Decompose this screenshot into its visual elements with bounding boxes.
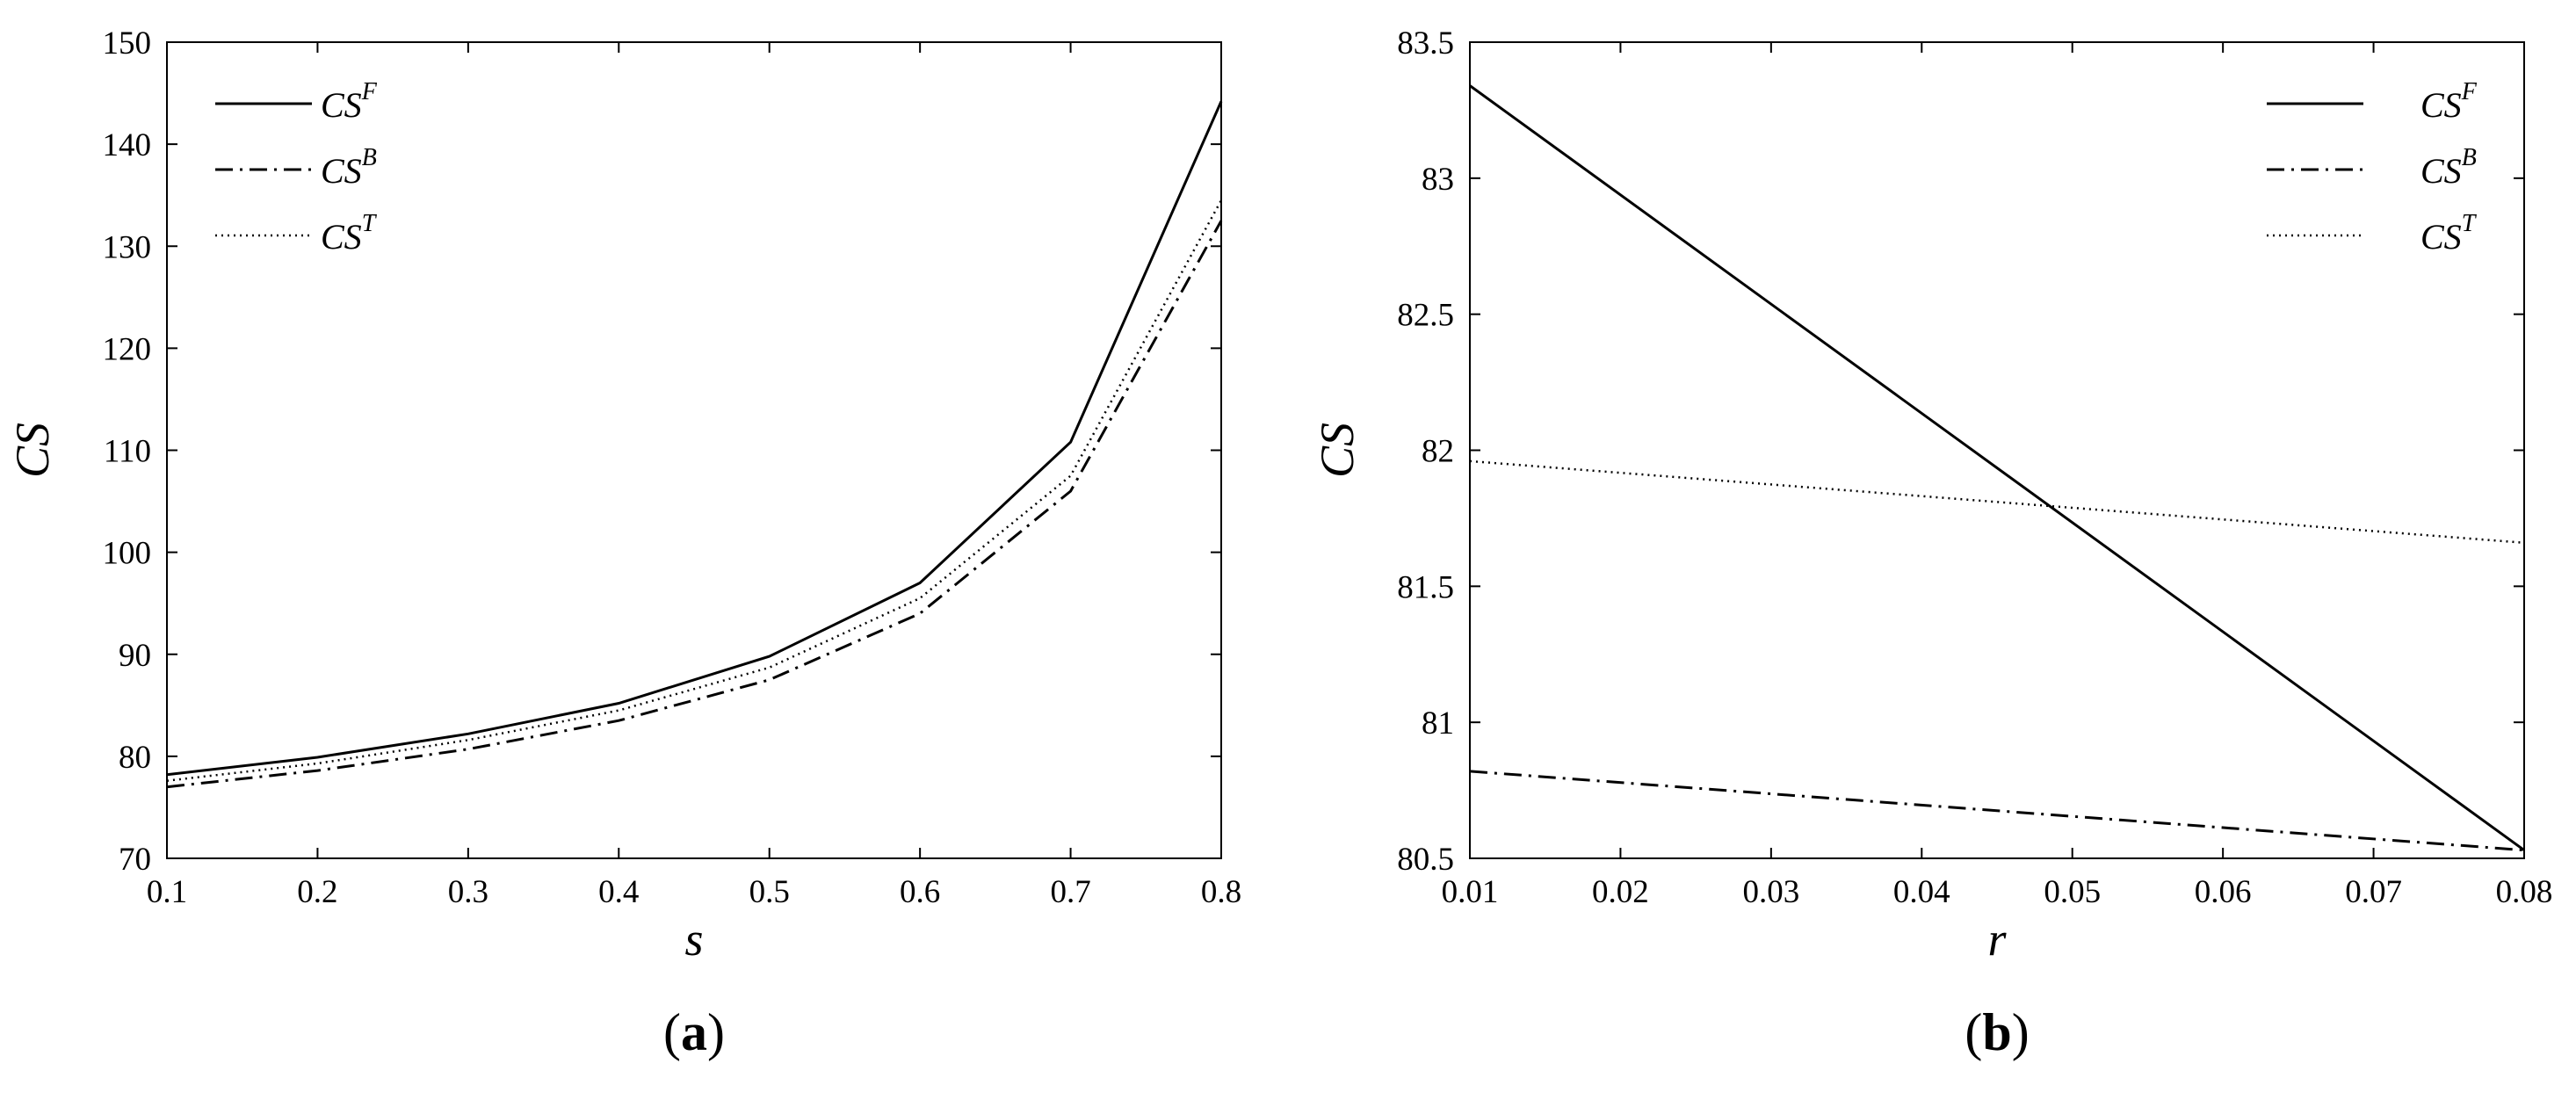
- y-tick-label: 90: [119, 638, 151, 674]
- x-axis-label: s: [684, 913, 703, 966]
- x-tick-label: 0.4: [598, 874, 639, 910]
- series-line-f: [1469, 84, 2525, 851]
- x-tick-label: 0.3: [448, 874, 488, 910]
- x-tick-label: 0.06: [2195, 874, 2252, 910]
- series-line-b: [166, 220, 1223, 789]
- series-line-t: [1469, 459, 2525, 545]
- y-tick-label: 110: [104, 434, 151, 470]
- legend-label-b: CSB: [2420, 144, 2477, 191]
- y-tick-label: 120: [103, 331, 152, 367]
- y-tick-label: 81.5: [1397, 569, 1454, 605]
- x-tick-label: 0.2: [297, 874, 337, 910]
- series-line-b: [1469, 770, 2525, 852]
- y-tick-label: 130: [103, 229, 152, 265]
- legend-label-f: CSF: [321, 78, 378, 125]
- x-tick-label: 0.07: [2345, 874, 2402, 910]
- y-tick-label: 83.5: [1397, 25, 1454, 61]
- y-tick-label: 83: [1422, 162, 1454, 198]
- x-tick-label: 0.1: [147, 874, 187, 910]
- y-tick-label: 80: [119, 740, 151, 776]
- y-axis-label: CS: [1311, 423, 1364, 478]
- y-tick-label: 140: [103, 127, 152, 163]
- y-tick-label: 81: [1422, 705, 1454, 741]
- legend-label-t: CST: [2420, 210, 2478, 257]
- x-tick-label: 0.5: [749, 874, 790, 910]
- x-tick-label: 0.7: [1050, 874, 1090, 910]
- series-line-t: [166, 199, 1223, 782]
- y-tick-label: 70: [119, 842, 151, 878]
- y-tick-label: 150: [103, 25, 152, 61]
- y-tick-label: 100: [103, 536, 152, 572]
- y-tick-label: 80.5: [1397, 842, 1454, 878]
- x-tick-label: 0.8: [1201, 874, 1241, 910]
- x-tick-label: 0.01: [1442, 874, 1499, 910]
- x-tick-label: 0.02: [1592, 874, 1649, 910]
- y-tick-label: 82: [1422, 434, 1454, 470]
- x-tick-label: 0.03: [1742, 874, 1799, 910]
- y-axis-label: CS: [6, 423, 59, 478]
- chart-panel-a: 0.1 0.2 0.3 0.4 0.5 0.6 0.7 0.8 70 80 90 100 110 120 1…: [6, 25, 1241, 1061]
- y-tick-label: 82.5: [1397, 298, 1454, 334]
- series-line-f: [166, 100, 1223, 777]
- legend-label-b: CSB: [321, 144, 377, 191]
- x-tick-label: 0.6: [900, 874, 940, 910]
- x-tick-label: 0.04: [1893, 874, 1950, 910]
- x-tick-label: 0.05: [2044, 874, 2101, 910]
- x-tick-label: 0.08: [2496, 874, 2553, 910]
- panel-label: (b): [1965, 1003, 2029, 1061]
- legend-label-f: CSF: [2420, 78, 2478, 125]
- panel-label: (a): [663, 1003, 725, 1061]
- legend-label-t: CST: [321, 210, 378, 257]
- chart-panel-b: 0.01 0.02 0.03 0.04 0.05 0.06 0.07 0.08 80.5 81 81…: [1311, 25, 2552, 1061]
- x-axis-label: r: [1987, 913, 2007, 966]
